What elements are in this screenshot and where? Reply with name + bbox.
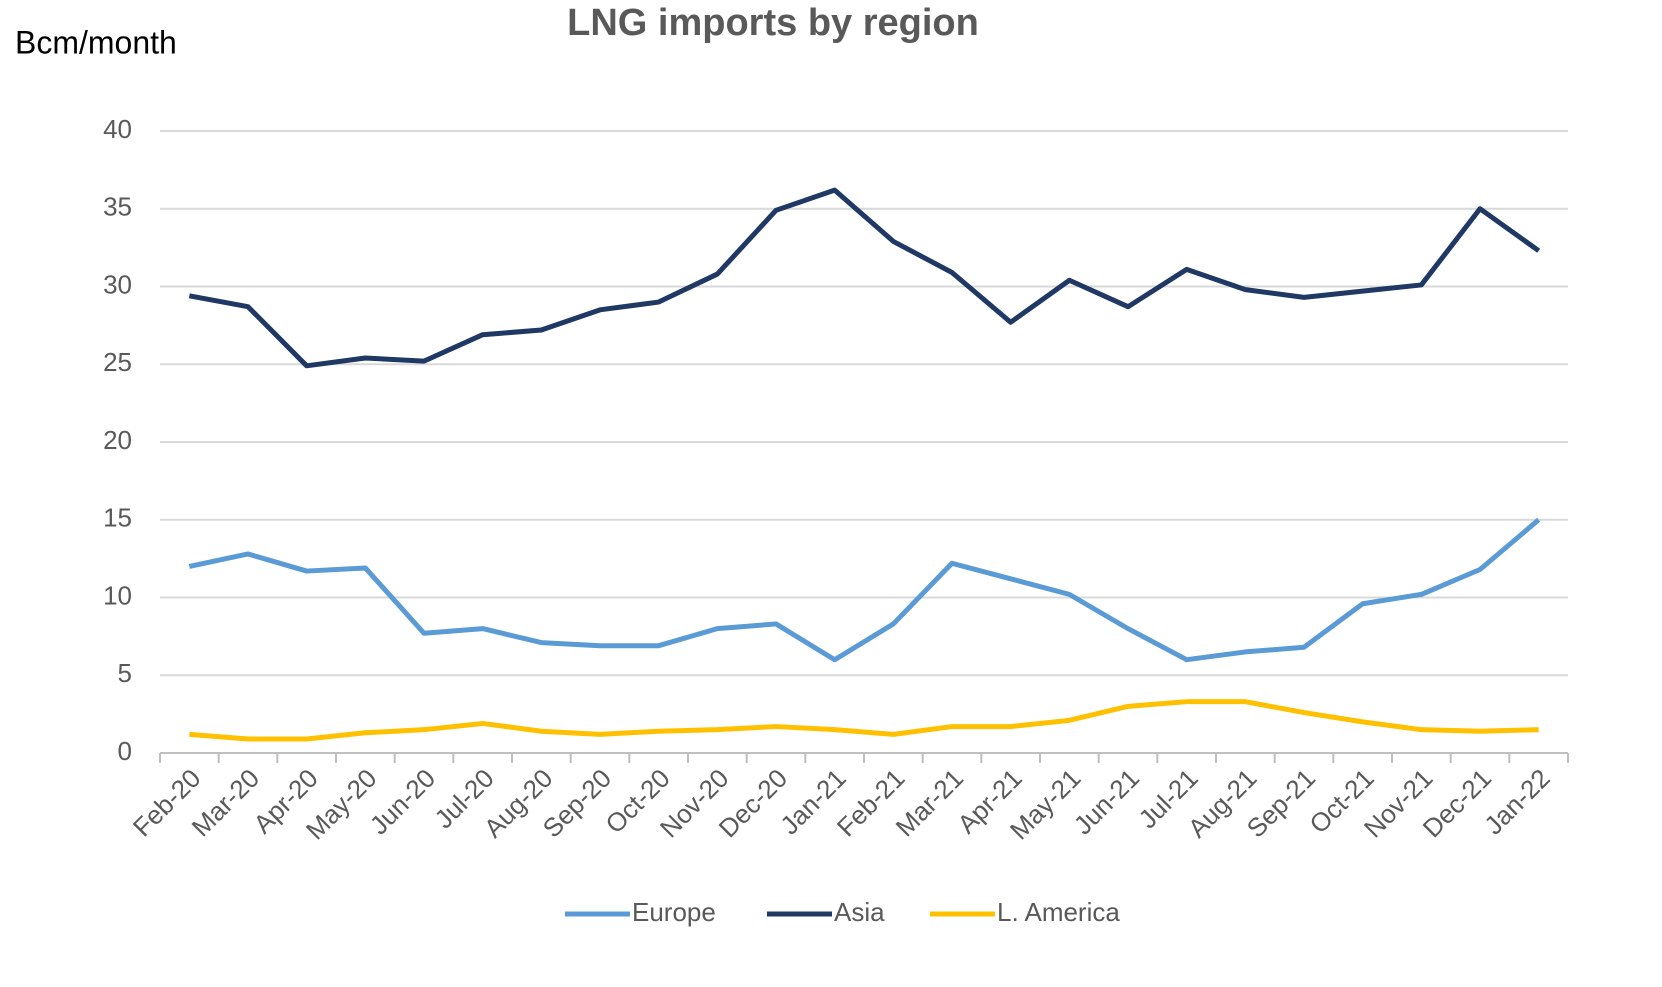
y-tick-label: 5	[118, 658, 132, 688]
series-line	[188, 187, 1541, 369]
y-tick-label: 20	[103, 425, 132, 455]
legend-label: Asia	[834, 897, 885, 927]
x-tick-label: Jun-20	[364, 763, 441, 840]
series-line	[189, 699, 1539, 742]
y-tick-label: 25	[103, 347, 132, 377]
legend-label: L. America	[997, 897, 1120, 927]
y-axis-label: Bcm/month	[15, 24, 177, 60]
y-tick-label: 40	[103, 114, 132, 144]
y-tick-label: 0	[118, 736, 132, 766]
y-tick-label: 30	[103, 269, 132, 299]
chart-title: LNG imports by region	[567, 2, 979, 44]
x-tick-label: Mar-20	[186, 763, 265, 842]
x-tick-label: Mar-21	[890, 763, 969, 842]
legend-label: Europe	[632, 897, 716, 927]
y-tick-label: 10	[103, 580, 132, 610]
y-tick-label: 35	[103, 192, 132, 222]
series-line	[188, 517, 1541, 663]
x-tick-label: Jan-22	[1478, 763, 1555, 840]
y-tick-label: 15	[103, 503, 132, 533]
x-tick-label: Jun-21	[1068, 763, 1145, 840]
